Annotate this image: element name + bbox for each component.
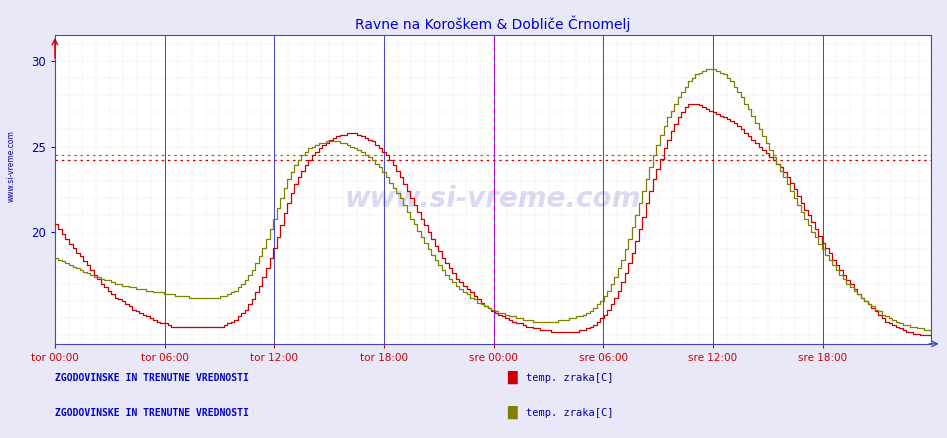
- Text: ZGODOVINSKE IN TRENUTNE VREDNOSTI: ZGODOVINSKE IN TRENUTNE VREDNOSTI: [55, 408, 249, 418]
- Text: temp. zraka[C]: temp. zraka[C]: [526, 408, 613, 418]
- Text: www.si-vreme.com: www.si-vreme.com: [7, 131, 16, 202]
- Text: █: █: [507, 371, 516, 384]
- Text: www.si-vreme.com: www.si-vreme.com: [345, 185, 641, 213]
- Text: ZGODOVINSKE IN TRENUTNE VREDNOSTI: ZGODOVINSKE IN TRENUTNE VREDNOSTI: [55, 373, 249, 383]
- Text: temp. zraka[C]: temp. zraka[C]: [526, 373, 613, 383]
- Title: Ravne na Koroškem & Dobliče Črnomelj: Ravne na Koroškem & Dobliče Črnomelj: [355, 16, 631, 32]
- Text: █: █: [507, 406, 516, 419]
